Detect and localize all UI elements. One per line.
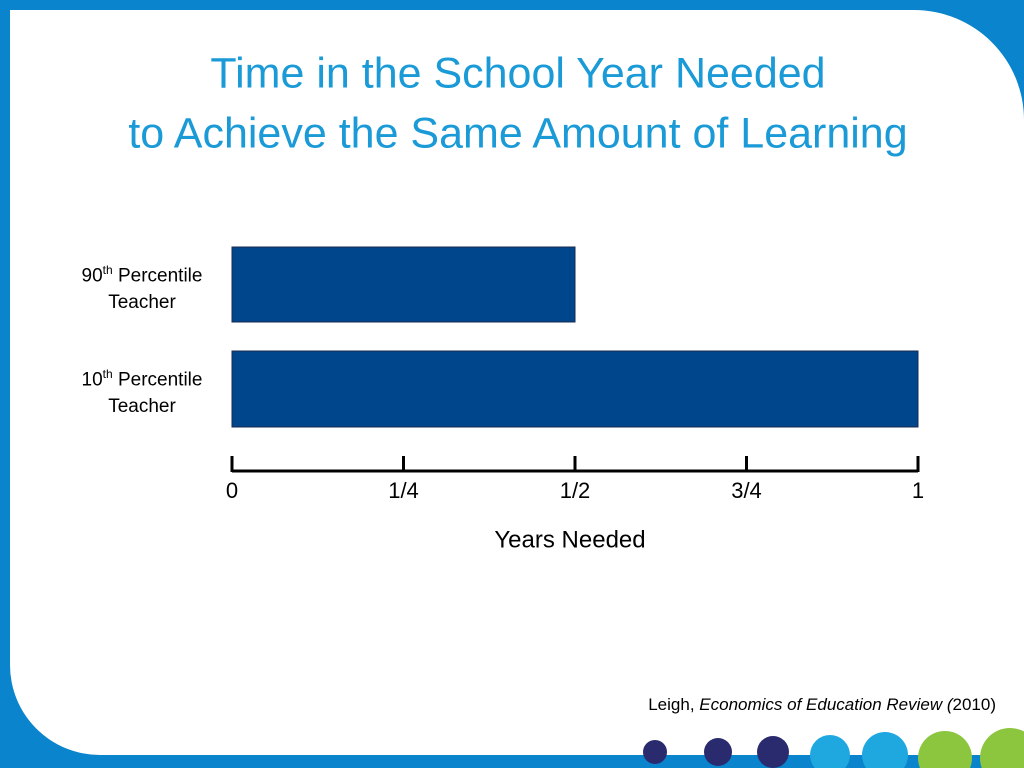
source-author: Leigh, (648, 695, 695, 714)
x-tick-label: 1/4 (388, 478, 419, 503)
bar (231, 350, 919, 428)
chart-title: to Achieve the Same Amount of Learning (128, 109, 907, 157)
source-year: 2010) (952, 695, 996, 714)
x-axis-label: Years Needed (494, 526, 645, 553)
x-tick-label: 1 (912, 478, 924, 503)
source-journal: Economics of Education Review ( (699, 695, 953, 714)
decor-dots (643, 728, 1024, 768)
x-tick-label: 3/4 (731, 478, 762, 503)
category-label: 10th Percentile Teacher (81, 367, 203, 418)
x-tick-label: 1/2 (560, 478, 591, 503)
bar (231, 246, 576, 323)
source: Leigh, Economics of Education Review (20… (648, 695, 996, 715)
x-tick-label: 0 (226, 478, 238, 503)
category-label: 90th Percentile Teacher (81, 263, 203, 314)
chart-title: Time in the School Year Needed (210, 49, 825, 97)
